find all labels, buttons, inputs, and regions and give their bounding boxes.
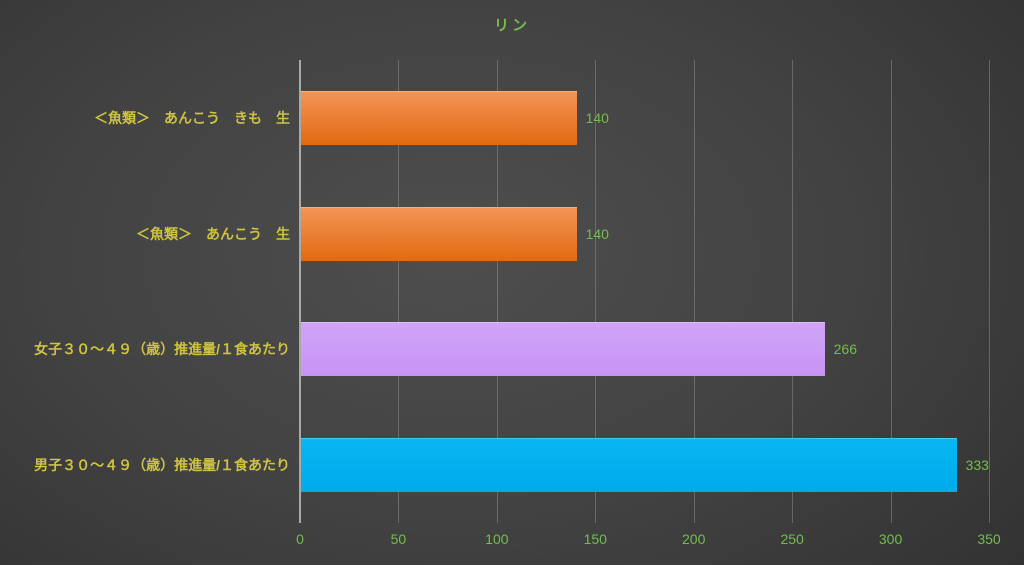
gridline-250 xyxy=(792,60,794,523)
gridline-350 xyxy=(989,60,990,523)
category-label-1: ＜魚類＞ あんこう 生 xyxy=(136,225,290,242)
x-axis-tick-150: 150 xyxy=(583,531,607,547)
bar-1 xyxy=(301,206,577,261)
data-label-2: 266 xyxy=(833,341,857,358)
category-label-2: 女子３０～４９（歳）推進量/１食あたり xyxy=(34,341,290,358)
x-axis-tick-50: 50 xyxy=(390,531,407,547)
bar-2 xyxy=(301,322,825,377)
gridline-300 xyxy=(890,60,892,523)
chart-title: リン xyxy=(493,17,530,34)
x-axis-tick-200: 200 xyxy=(682,531,706,547)
x-axis-tick-250: 250 xyxy=(780,531,804,547)
gridline-150 xyxy=(595,60,597,523)
x-axis-tick-350: 350 xyxy=(977,531,1001,547)
category-label-0: ＜魚類＞ あんこう きも 生 xyxy=(94,109,290,126)
gridline-100 xyxy=(496,60,498,523)
category-label-3: 男子３０～４９（歳）推進量/１食あたり xyxy=(34,457,290,474)
plot-area: 140 140 266 333 xyxy=(299,60,990,523)
x-axis-tick-0: 0 xyxy=(296,531,304,547)
bar-3 xyxy=(301,438,957,493)
data-label-3: 333 xyxy=(965,457,989,474)
x-axis-tick-100: 100 xyxy=(485,531,509,547)
y-axis-line xyxy=(299,60,301,523)
gridline-50 xyxy=(398,60,400,523)
data-label-1: 140 xyxy=(585,225,609,242)
gridline-200 xyxy=(693,60,695,523)
data-label-0: 140 xyxy=(585,109,609,126)
x-axis-tick-300: 300 xyxy=(878,531,903,547)
bar-0 xyxy=(301,90,577,145)
